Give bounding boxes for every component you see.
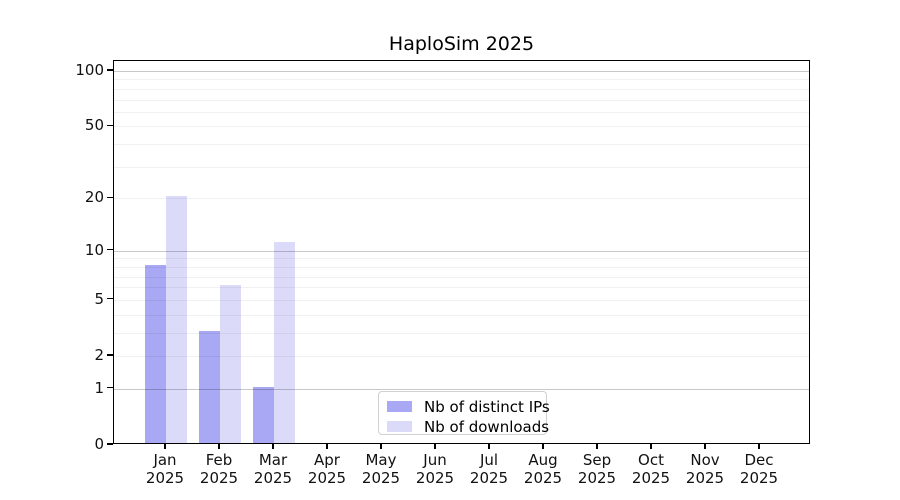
bar-mar-distinct-ips — [253, 386, 274, 443]
legend-item-downloads: Nb of downloads — [387, 417, 550, 436]
x-tick-year: 2025 — [685, 468, 725, 487]
x-tick-year: 2025 — [469, 468, 509, 487]
gridline-minor — [114, 266, 809, 268]
y-tick-label: 1 — [94, 378, 104, 397]
x-tick-month: Nov — [690, 451, 720, 469]
gridline-minor — [114, 332, 809, 334]
x-tick-mark — [272, 444, 274, 449]
y-tick-label: 0 — [94, 435, 104, 453]
x-tick-mark — [434, 444, 436, 449]
x-tick-month: Mar — [258, 451, 288, 469]
plot-area — [113, 60, 810, 444]
x-tick-label: May 2025 — [341, 451, 421, 487]
legend-swatch-distinct-ips — [387, 401, 412, 412]
x-tick-month: Jan — [153, 451, 177, 469]
gridline-minor — [114, 79, 809, 81]
x-tick-month: Jul — [479, 451, 499, 469]
x-tick-month: Oct — [638, 451, 664, 469]
y-tick-mark — [107, 354, 113, 356]
x-tick-year: 2025 — [307, 468, 347, 487]
x-tick-month: May — [365, 451, 397, 469]
x-tick-year: 2025 — [361, 468, 401, 487]
x-tick-month: Feb — [205, 451, 233, 469]
gridline-minor — [114, 144, 809, 146]
gridline-major — [114, 71, 809, 73]
x-tick-mark — [380, 444, 382, 449]
x-tick-label: Jan 2025 — [125, 451, 205, 487]
x-tick-year: 2025 — [199, 468, 239, 487]
chart-title: HaploSim 2025 — [388, 33, 535, 55]
bar-feb-downloads — [220, 285, 241, 443]
gridline-minor — [114, 287, 809, 289]
bar-feb-distinct-ips — [199, 330, 220, 443]
x-tick-year: 2025 — [631, 468, 671, 487]
x-tick-year: 2025 — [739, 468, 779, 487]
x-tick-label: Jun 2025 — [395, 451, 475, 487]
x-tick-label: Jul 2025 — [449, 451, 529, 487]
legend: Nb of distinct IPs Nb of downloads — [378, 391, 550, 436]
y-tick-label: 100 — [75, 61, 104, 79]
y-tick-mark — [107, 443, 113, 445]
y-tick-mark — [107, 124, 113, 126]
x-tick-label: Oct 2025 — [611, 451, 691, 487]
x-tick-month: Jun — [423, 451, 447, 469]
bar-mar-downloads — [274, 241, 295, 443]
x-tick-month: Apr — [314, 451, 340, 469]
gridline-major — [114, 250, 809, 252]
gridline-minor — [114, 198, 809, 200]
x-tick-year: 2025 — [253, 468, 293, 487]
y-tick-mark — [107, 298, 113, 300]
y-tick-mark — [107, 387, 113, 389]
x-tick-month: Dec — [744, 451, 774, 469]
gridline-minor — [114, 126, 809, 128]
gridline-minor — [114, 88, 809, 90]
x-tick-label: Feb 2025 — [179, 451, 259, 487]
x-tick-year: 2025 — [523, 468, 563, 487]
legend-label-distinct-ips: Nb of distinct IPs — [424, 397, 550, 416]
x-tick-mark — [758, 444, 760, 449]
gridline-minor — [114, 99, 809, 101]
x-tick-mark — [326, 444, 328, 449]
y-tick-label: 20 — [84, 188, 104, 207]
y-tick-label: 5 — [94, 289, 104, 308]
y-tick-label: 10 — [84, 240, 104, 259]
x-tick-mark — [218, 444, 220, 449]
x-tick-label: Sep 2025 — [557, 451, 637, 487]
bar-jan-downloads — [166, 196, 187, 443]
y-tick-mark — [107, 196, 113, 198]
legend-swatch-downloads — [387, 421, 412, 432]
x-tick-mark — [488, 444, 490, 449]
x-tick-mark — [164, 444, 166, 449]
x-tick-mark — [542, 444, 544, 449]
y-tick-label: 2 — [94, 346, 104, 364]
x-tick-label: Dec 2025 — [719, 451, 799, 487]
x-tick-year: 2025 — [415, 468, 455, 487]
x-tick-month: Sep — [582, 451, 612, 469]
gridline-minor — [114, 299, 809, 301]
y-tick-mark — [107, 249, 113, 251]
x-tick-label: Aug 2025 — [503, 451, 583, 487]
x-tick-month: Aug — [528, 451, 558, 469]
bar-jan-distinct-ips — [145, 264, 166, 443]
x-tick-label: Mar 2025 — [233, 451, 313, 487]
gridline-minor — [114, 314, 809, 316]
x-tick-mark — [596, 444, 598, 449]
legend-item-distinct-ips: Nb of distinct IPs — [387, 398, 550, 416]
x-tick-year: 2025 — [145, 468, 185, 487]
gridline-minor — [114, 166, 809, 168]
gridline-minor — [114, 258, 809, 260]
gridline-major — [114, 388, 809, 390]
gridline-minor — [114, 356, 809, 357]
x-tick-mark — [704, 444, 706, 449]
y-tick-mark — [107, 69, 113, 71]
gridline-minor — [114, 111, 809, 113]
gridline-minor — [114, 276, 809, 278]
y-tick-label: 50 — [84, 116, 104, 135]
x-tick-label: Nov 2025 — [665, 451, 745, 487]
x-tick-mark — [650, 444, 652, 449]
x-tick-year: 2025 — [577, 468, 617, 487]
x-tick-label: Apr 2025 — [287, 451, 367, 487]
legend-label-downloads: Nb of downloads — [424, 417, 550, 436]
